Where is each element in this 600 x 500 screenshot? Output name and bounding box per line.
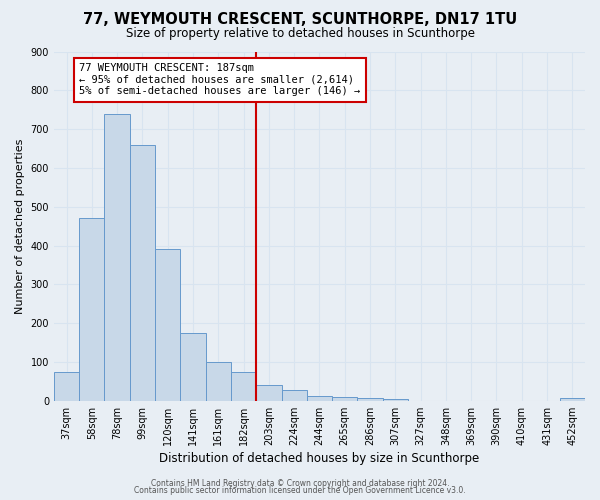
Text: 77 WEYMOUTH CRESCENT: 187sqm
← 95% of detached houses are smaller (2,614)
5% of : 77 WEYMOUTH CRESCENT: 187sqm ← 95% of de…	[79, 63, 361, 96]
Bar	[332, 397, 358, 401]
Bar	[560, 398, 585, 401]
Bar	[155, 250, 181, 401]
Bar	[256, 384, 281, 401]
Bar	[181, 333, 206, 401]
Y-axis label: Number of detached properties: Number of detached properties	[15, 138, 25, 314]
Text: Contains HM Land Registry data © Crown copyright and database right 2024.: Contains HM Land Registry data © Crown c…	[151, 478, 449, 488]
Text: Size of property relative to detached houses in Scunthorpe: Size of property relative to detached ho…	[125, 28, 475, 40]
Bar	[130, 146, 155, 401]
Bar	[104, 114, 130, 401]
Text: 77, WEYMOUTH CRESCENT, SCUNTHORPE, DN17 1TU: 77, WEYMOUTH CRESCENT, SCUNTHORPE, DN17 …	[83, 12, 517, 28]
Bar	[383, 400, 408, 401]
Bar	[358, 398, 383, 401]
Bar	[231, 372, 256, 401]
Bar	[54, 372, 79, 401]
X-axis label: Distribution of detached houses by size in Scunthorpe: Distribution of detached houses by size …	[160, 452, 479, 465]
Bar	[79, 218, 104, 401]
Bar	[206, 362, 231, 401]
Bar	[281, 390, 307, 401]
Text: Contains public sector information licensed under the Open Government Licence v3: Contains public sector information licen…	[134, 486, 466, 495]
Bar	[307, 396, 332, 401]
